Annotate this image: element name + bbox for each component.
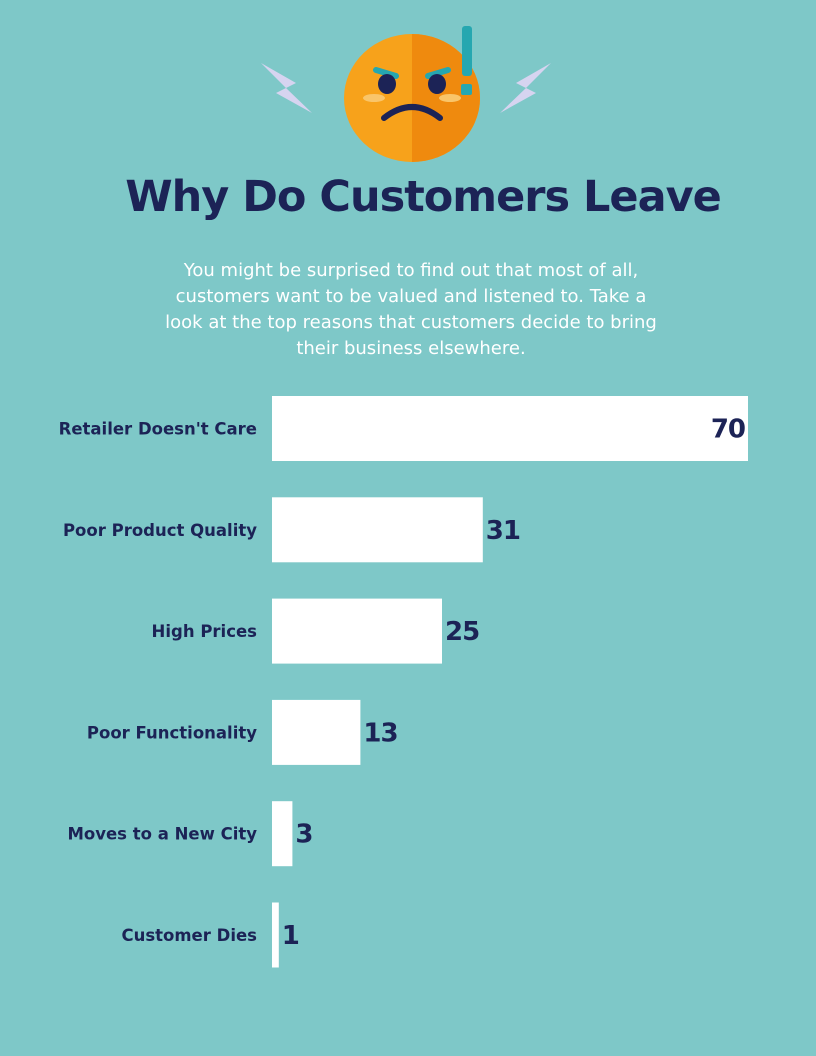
value-label: 25 [445,617,479,647]
value-label: 70 [711,415,745,445]
category-label: Poor Product Quality [63,521,257,540]
value-label: 13 [363,718,397,748]
lightning-bolt-icon [261,63,312,113]
bar-2 [272,598,442,664]
value-label: 1 [282,921,299,951]
page-subtitle: You might be surprised to find out that … [165,260,657,359]
category-label: Retailer Doesn't Care [59,420,257,439]
bar-5 [272,902,279,968]
value-label: 31 [486,516,520,546]
category-label: Moves to a New City [67,825,257,844]
category-label: Customer Dies [121,926,257,945]
category-label: High Prices [152,622,258,641]
bar-1 [272,497,483,563]
page-title: Why Do Customers Leave [125,172,722,222]
angry-face-illustration [261,26,551,162]
lightning-bolt-icon [500,63,551,113]
bar-0 [272,396,748,461]
bar-3 [272,699,361,765]
value-label: 3 [295,820,312,850]
exclamation-icon [461,26,472,95]
category-label: Poor Functionality [87,723,257,742]
bar-4 [272,801,293,867]
